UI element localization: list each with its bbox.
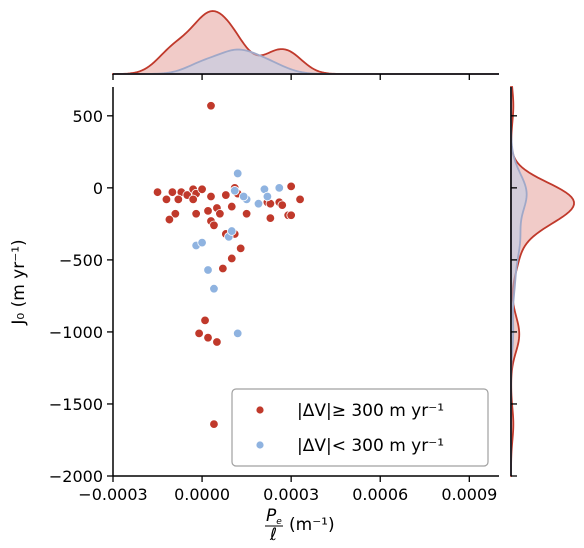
x-tick-label: 0.0009 bbox=[441, 485, 497, 504]
scatter-point-high bbox=[203, 206, 213, 216]
scatter-point-high bbox=[194, 328, 204, 339]
scatter-point-high bbox=[227, 201, 237, 212]
scatter-point-high bbox=[286, 181, 296, 192]
scatter-point-low bbox=[203, 265, 213, 275]
x-tick-label: 0.0003 bbox=[263, 485, 319, 504]
scatter-point-low bbox=[253, 198, 264, 209]
x-tick-label: 0.0000 bbox=[174, 485, 230, 504]
scatter-point-low bbox=[227, 226, 237, 236]
x-axis-label: Pe ℓ (m⁻¹) bbox=[265, 506, 335, 545]
scatter-point-high bbox=[191, 209, 201, 219]
legend: |ΔV|≥ 300 m yr⁻¹ |ΔV|< 300 m yr⁻¹ bbox=[231, 388, 489, 467]
scatter-point-low bbox=[233, 328, 243, 339]
legend-marker-high bbox=[255, 405, 265, 415]
y-tick-label: 0 bbox=[93, 179, 103, 198]
scatter-point-high bbox=[197, 184, 207, 194]
scatter-point-high bbox=[241, 209, 252, 219]
scatter-point-low bbox=[233, 168, 243, 179]
y-tick-label: −1500 bbox=[49, 395, 103, 414]
x-tick-label: 0.0006 bbox=[352, 485, 408, 504]
scatter-point-high bbox=[286, 210, 296, 220]
y-tick-label: 500 bbox=[72, 107, 103, 126]
scatter-point-high bbox=[161, 194, 172, 205]
y-tick-label: −2000 bbox=[49, 467, 103, 486]
svg-text:Pe: Pe bbox=[266, 506, 282, 527]
scatter-point-high bbox=[206, 191, 216, 202]
scatter-point-high bbox=[215, 209, 225, 219]
scatter-point-low bbox=[262, 191, 273, 202]
scatter-point-high bbox=[188, 194, 198, 205]
scatter-point-high bbox=[173, 194, 184, 205]
svg-text:(m⁻¹): (m⁻¹) bbox=[289, 515, 335, 535]
scatter-point-high bbox=[212, 337, 222, 347]
scatter-point-low bbox=[230, 186, 240, 196]
scatter-point-high bbox=[203, 332, 213, 343]
scatter-point-high bbox=[200, 315, 210, 326]
scatter-point-high bbox=[152, 187, 163, 197]
scatter-point-low bbox=[238, 191, 249, 202]
legend-label-high: |ΔV|≥ 300 m yr⁻¹ bbox=[297, 401, 444, 421]
scatter-point-high bbox=[295, 194, 305, 205]
scatter-point-high bbox=[164, 214, 175, 225]
scatter-point-high bbox=[167, 187, 178, 197]
scatter-point-high bbox=[277, 200, 287, 210]
svg-text:ℓ: ℓ bbox=[269, 525, 277, 545]
main-plot: −0.0003 0.0000 0.0003 0.0006 0.0009 500 0 −500… bbox=[49, 87, 499, 504]
scatter-point-high bbox=[221, 190, 231, 200]
y-tick-label: −500 bbox=[59, 251, 103, 270]
right-marginal bbox=[510, 86, 575, 477]
scatter-point-low bbox=[274, 183, 284, 193]
legend-frame bbox=[231, 388, 489, 467]
scatter-point-high bbox=[218, 263, 228, 274]
scatter-point-high bbox=[227, 253, 237, 264]
top-kde-red-series bbox=[112, 10, 499, 75]
legend-label-low: |ΔV|< 300 m yr⁻¹ bbox=[297, 436, 444, 456]
scatter-point-high bbox=[170, 209, 181, 219]
scatter-point-high bbox=[206, 101, 216, 111]
top-marginal bbox=[112, 10, 499, 80]
right-kde-red-series bbox=[510, 86, 575, 477]
scatter-point-high bbox=[265, 213, 276, 223]
legend-marker-low bbox=[255, 440, 265, 450]
scatter-point-high bbox=[235, 243, 246, 254]
scatter-point-low bbox=[197, 237, 207, 248]
scatter-point-low bbox=[209, 284, 219, 294]
x-tick-label: −0.0003 bbox=[78, 485, 147, 504]
y-axis-label: J₀ (m yr⁻¹) bbox=[9, 239, 29, 325]
y-tick-label: −1000 bbox=[49, 323, 103, 342]
scatter-point-high bbox=[209, 419, 219, 429]
scatter-point-high bbox=[209, 220, 219, 231]
